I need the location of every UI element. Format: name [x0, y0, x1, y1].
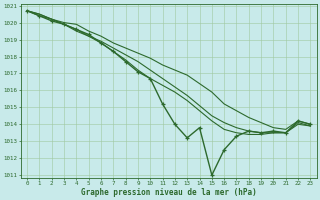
- X-axis label: Graphe pression niveau de la mer (hPa): Graphe pression niveau de la mer (hPa): [81, 188, 257, 197]
